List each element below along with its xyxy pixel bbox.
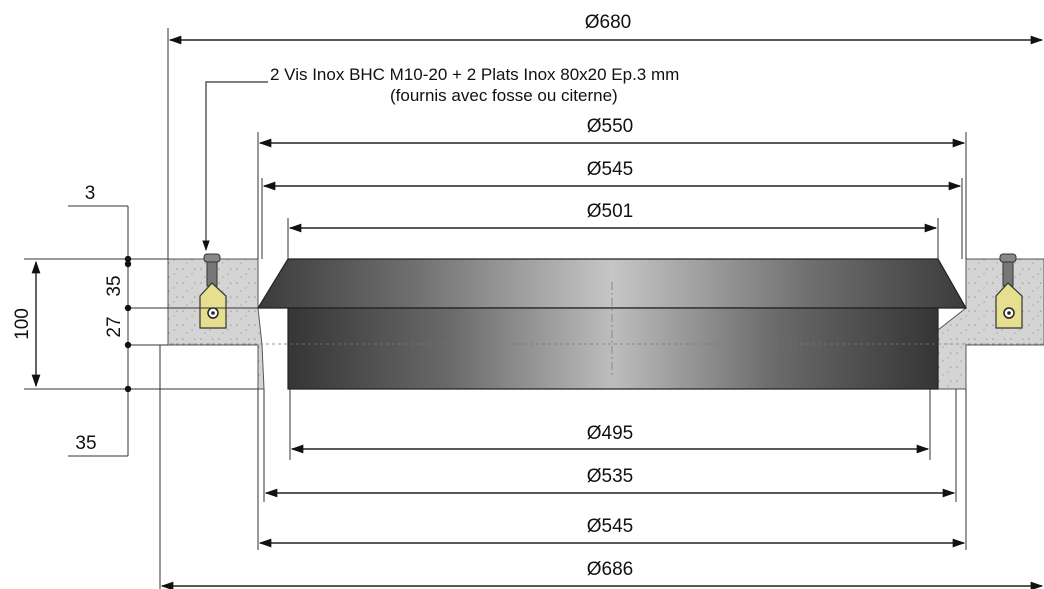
frame-right [937, 258, 1044, 390]
height-dimension-lines [24, 205, 258, 457]
bolt-bracket-left [199, 253, 227, 329]
dim-550: Ø550 [587, 116, 633, 137]
height-bottom: 35 [75, 433, 96, 454]
dim-495: Ø495 [587, 423, 633, 444]
annotation-leader [202, 81, 268, 252]
dim-545-top: Ø545 [587, 159, 633, 180]
dim-686: Ø686 [587, 559, 633, 580]
annotation-line-1: 2 Vis Inox BHC M10-20 + 2 Plats Inox 80x… [270, 65, 679, 84]
bolt-bracket-right [995, 253, 1023, 329]
dim-545-bottom: Ø545 [587, 516, 633, 537]
dim-535: Ø535 [587, 466, 633, 487]
dimension-lines [160, 35, 1044, 589]
extension-lines [159, 28, 967, 589]
height-middle: 27 [104, 316, 125, 337]
dim-501: Ø501 [587, 201, 633, 222]
height-total: 100 [12, 308, 33, 340]
cover-bottom [287, 307, 939, 390]
height-top: 35 [104, 275, 125, 296]
height-gap: 3 [85, 183, 96, 204]
dim-680: Ø680 [585, 12, 631, 33]
annotation-line-2: (fournis avec fosse ou citerne) [390, 86, 618, 105]
